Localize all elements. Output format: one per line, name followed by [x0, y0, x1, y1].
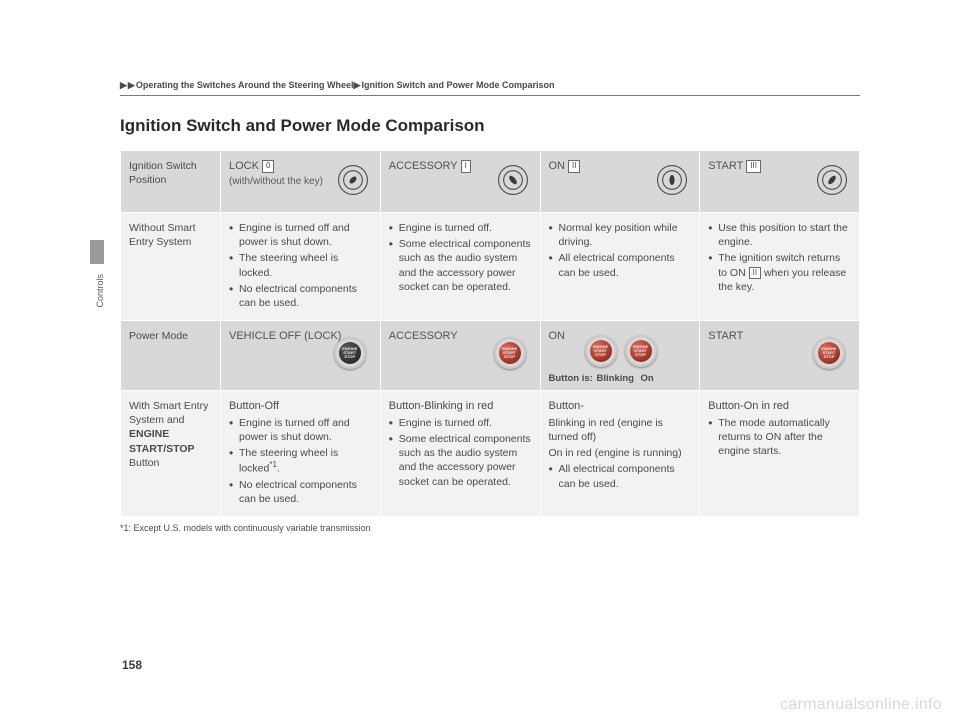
cell-without-accessory: Engine is turned off. Some electrical co…	[380, 213, 540, 321]
key-accessory-icon	[496, 163, 530, 197]
engine-start-stop-button-icon: ENGINESTARTSTOP	[625, 335, 657, 367]
bullet: The mode automatically returns to ON aft…	[708, 416, 851, 459]
lead: Button-On in red	[708, 399, 851, 414]
text: Blinking in red (engine is turned off)	[549, 416, 692, 444]
page-title: Ignition Switch and Power Mode Compariso…	[120, 116, 860, 136]
cell-without-start: Use this position to start the engine. T…	[700, 213, 860, 321]
bullet: All electrical components can be used.	[549, 251, 692, 279]
key-on-icon	[655, 163, 689, 197]
engine-start-stop-button-icon: ENGINESTARTSTOP	[334, 337, 366, 369]
manual-page: ▶▶Operating the Switches Around the Stee…	[120, 80, 860, 533]
bullet: The steering wheel is locked*1.	[229, 446, 372, 476]
bullet: Some electrical components such as the a…	[389, 237, 532, 294]
bullet: No electrical components can be used.	[229, 282, 372, 310]
head-lock: LOCK0 (with/without the key)	[221, 151, 381, 213]
pm-vehicle-off: VEHICLE OFF (LOCK) ENGINESTARTSTOP	[221, 321, 381, 391]
head-label: LOCK	[229, 159, 259, 174]
position-box: III	[746, 160, 761, 173]
row-header-with-smart: With Smart Entry System and ENGINE START…	[121, 391, 221, 517]
bullet: The ignition switch returns to ON II whe…	[708, 251, 851, 294]
text: On in red (engine is running)	[549, 446, 692, 460]
side-tab-label: Controls	[95, 274, 105, 308]
head-label: START	[708, 159, 743, 174]
position-box: II	[568, 160, 580, 173]
key-start-icon	[815, 163, 849, 197]
row-header-power-mode: Power Mode	[121, 321, 221, 391]
side-tab	[90, 240, 104, 264]
breadcrumb-seg: Operating the Switches Around the Steeri…	[136, 80, 354, 90]
bullet: Engine is turned off and power is shut d…	[229, 221, 372, 249]
position-box-inline: II	[749, 267, 761, 280]
cell-with-on: Button- Blinking in red (engine is turne…	[540, 391, 700, 517]
pm-accessory: ACCESSORY ENGINESTARTSTOP	[380, 321, 540, 391]
watermark: carmanualsonline.info	[780, 696, 942, 714]
cell-with-start: Button-On in red The mode automatically …	[700, 391, 860, 517]
cell-with-off: Button-Off Engine is turned off and powe…	[221, 391, 381, 517]
bullet: Engine is turned off.	[389, 221, 532, 235]
breadcrumb-seg: Ignition Switch and Power Mode Compariso…	[361, 80, 554, 90]
pm-caption-prefix: Button is:	[549, 373, 593, 386]
breadcrumb-marker-icon: ▶	[120, 80, 127, 90]
bullet: Engine is turned off and power is shut d…	[229, 416, 372, 444]
head-on: ONII	[540, 151, 700, 213]
bullet: Some electrical components such as the a…	[389, 432, 532, 489]
superscript: *1	[269, 460, 277, 469]
text: The steering wheel is locked	[239, 447, 338, 475]
lead: Button-Off	[229, 399, 372, 414]
text: With Smart Entry System and	[129, 400, 208, 426]
bullet: Normal key position while driving.	[549, 221, 692, 249]
lead: Button-Blinking in red	[389, 399, 532, 414]
bullet: Use this position to start the engine.	[708, 221, 851, 249]
position-box: 0	[262, 160, 274, 173]
engine-start-stop-button-icon: ENGINESTARTSTOP	[813, 337, 845, 369]
engine-start-stop-button-icon: ENGINESTARTSTOP	[494, 337, 526, 369]
cell-with-blinking: Button-Blinking in red Engine is turned …	[380, 391, 540, 517]
lead: Button-	[549, 399, 692, 414]
breadcrumb-marker-icon: ▶	[128, 80, 135, 90]
head-label: ACCESSORY	[389, 159, 458, 174]
breadcrumb: ▶▶Operating the Switches Around the Stee…	[120, 80, 860, 96]
cell-without-on: Normal key position while driving. All e…	[540, 213, 700, 321]
bullet: The steering wheel is locked.	[229, 251, 372, 279]
row-header-ignition: Ignition Switch Position	[121, 151, 221, 213]
pm-on: ON ENGINESTARTSTOP ENGINESTARTSTOP Butto…	[540, 321, 700, 391]
bullet: No electrical components can be used.	[229, 478, 372, 506]
page-number: 158	[122, 658, 142, 672]
head-label: ON	[549, 159, 566, 174]
pm-caption-on: On	[641, 373, 654, 386]
head-start: STARTIII	[700, 151, 860, 213]
footnote: *1: Except U.S. models with continuously…	[120, 523, 860, 533]
position-box: I	[461, 160, 471, 173]
bullet: All electrical components can be used.	[549, 462, 692, 490]
text-bold: ENGINE START/STOP	[129, 428, 195, 454]
breadcrumb-marker-icon: ▶	[354, 80, 361, 90]
row-header-without-smart: Without Smart Entry System	[121, 213, 221, 321]
bullet: Engine is turned off.	[389, 416, 532, 430]
text: .	[277, 463, 280, 475]
pm-caption-blinking: Blinking	[597, 373, 634, 386]
text: Button	[129, 457, 159, 469]
cell-without-lock: Engine is turned off and power is shut d…	[221, 213, 381, 321]
pm-label: ON	[549, 329, 692, 344]
engine-start-stop-button-icon: ENGINESTARTSTOP	[585, 335, 617, 367]
pm-start: START ENGINESTARTSTOP	[700, 321, 860, 391]
head-accessory: ACCESSORYI	[380, 151, 540, 213]
key-lock-icon	[336, 163, 370, 197]
comparison-table: Ignition Switch Position LOCK0 (with/wit…	[120, 150, 860, 517]
